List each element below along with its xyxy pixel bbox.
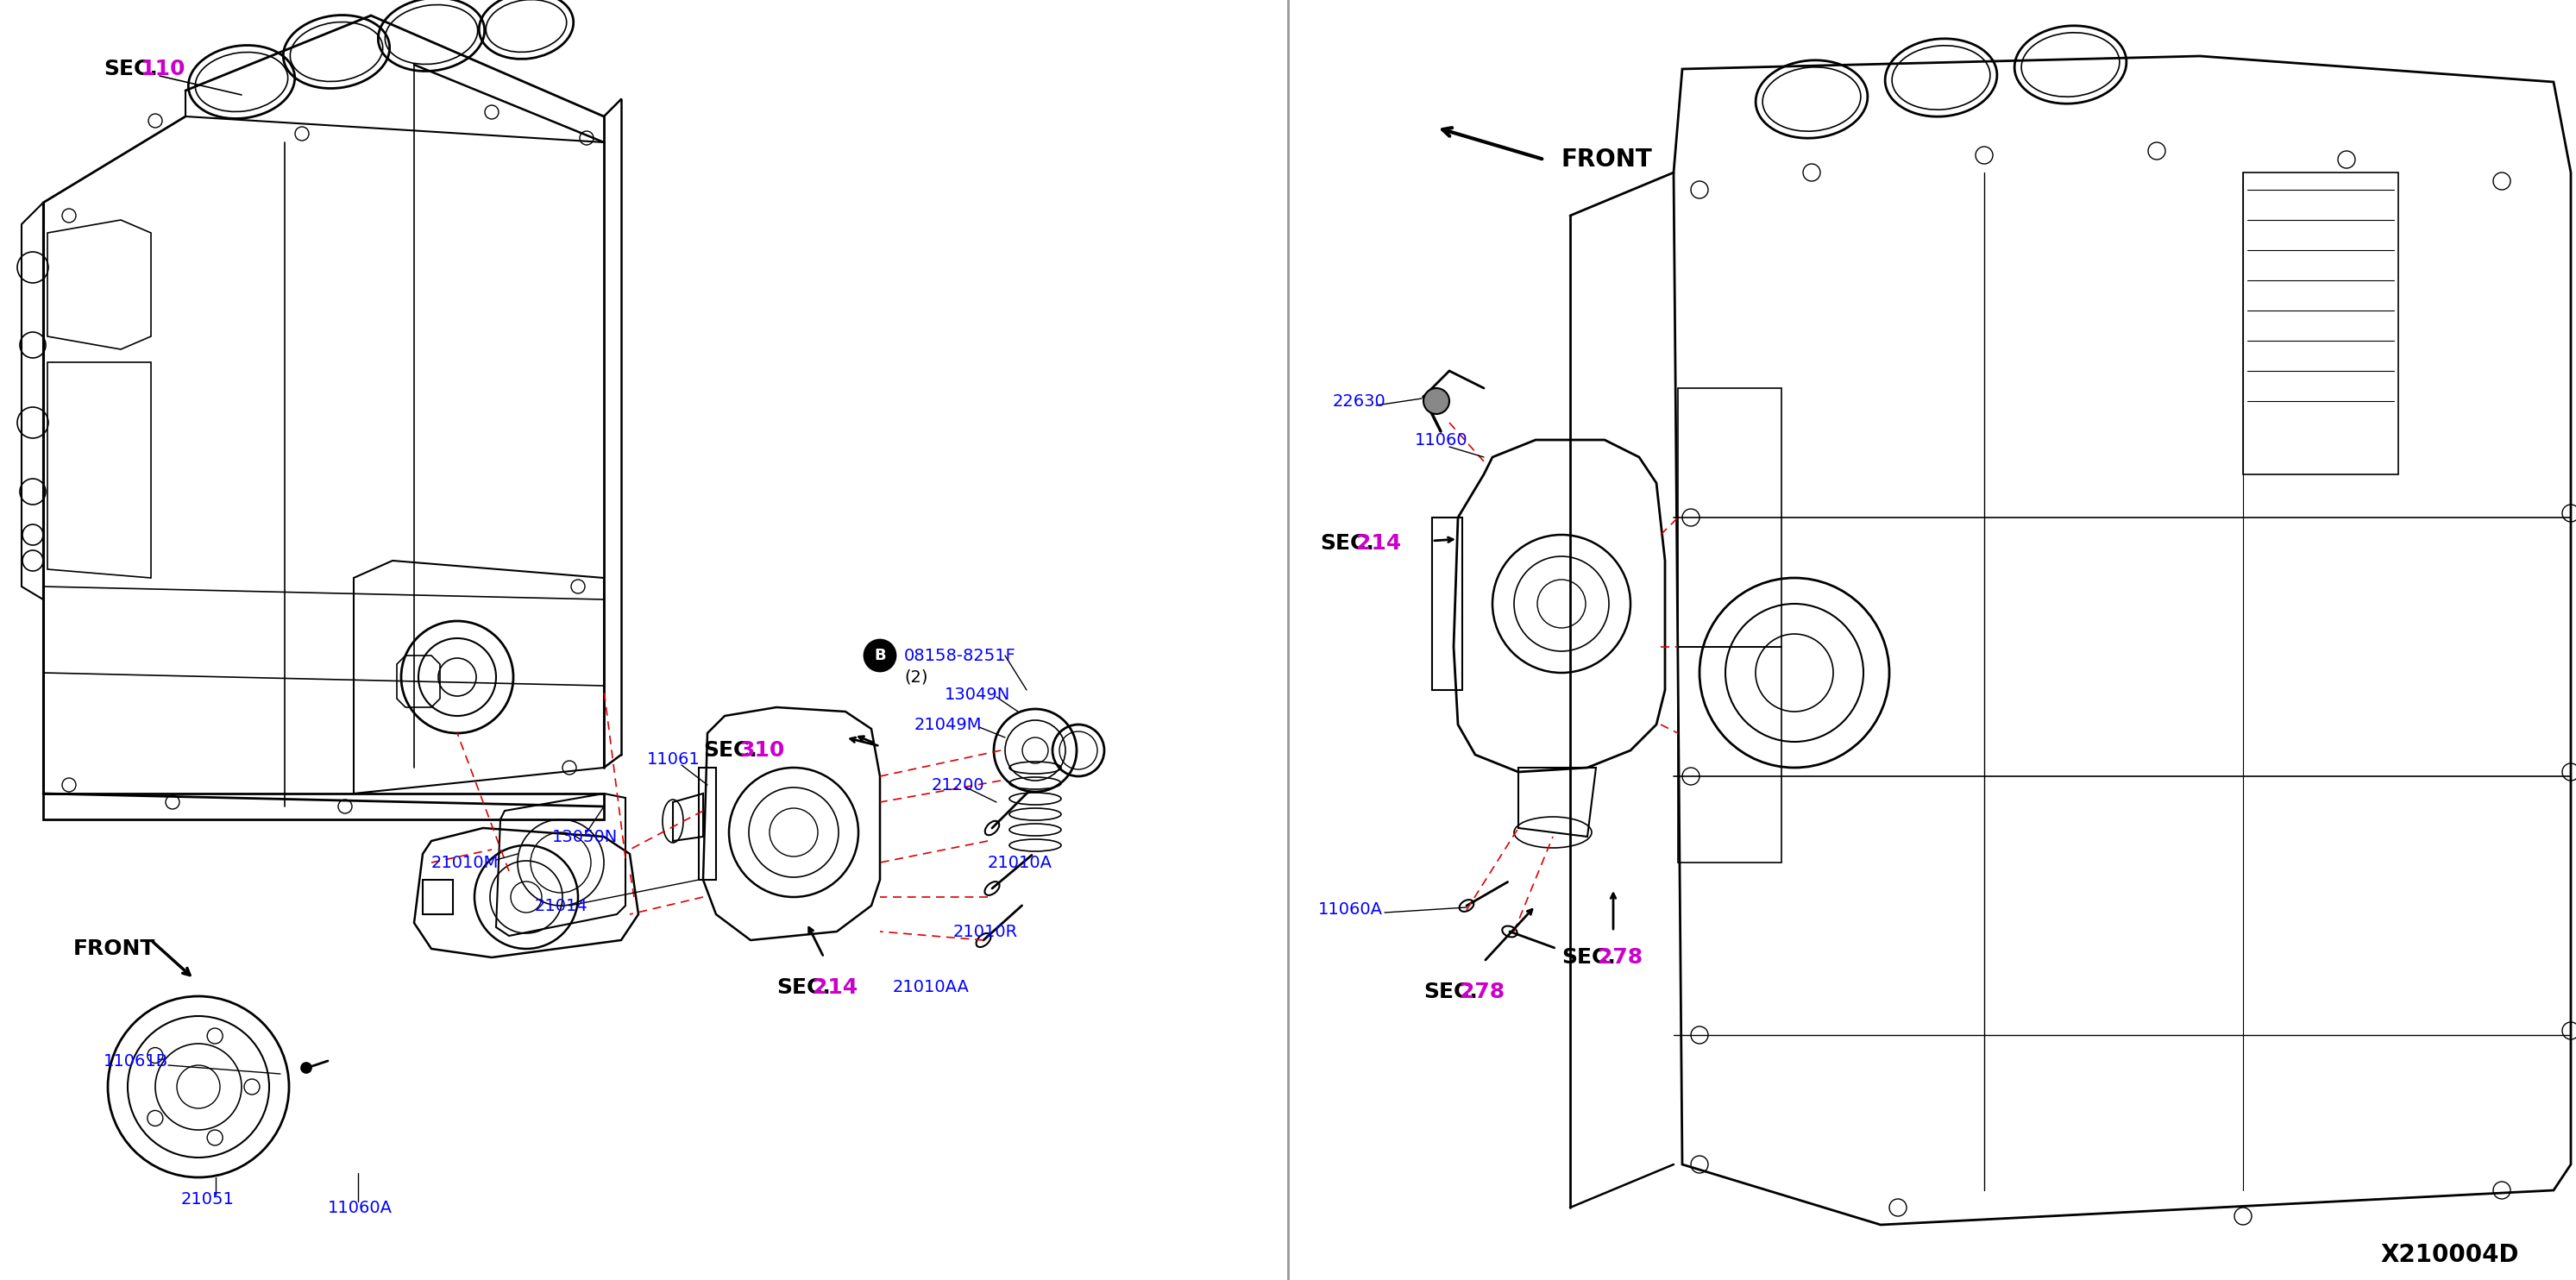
- Text: SEC.: SEC.: [775, 977, 829, 998]
- Text: SEC.: SEC.: [1425, 982, 1479, 1002]
- Text: 21200: 21200: [933, 777, 984, 794]
- Text: 21051: 21051: [180, 1190, 234, 1207]
- Text: 11061: 11061: [647, 751, 701, 767]
- Text: 21010A: 21010A: [987, 854, 1054, 870]
- Text: SEC.: SEC.: [1561, 947, 1615, 968]
- Bar: [2244, 173, 2398, 475]
- Bar: [44, 794, 603, 819]
- Text: 21049M: 21049M: [914, 717, 981, 732]
- Bar: [1677, 646, 1783, 863]
- Text: B: B: [873, 648, 886, 663]
- Text: 11060: 11060: [1414, 431, 1468, 448]
- Text: SEC.: SEC.: [1319, 532, 1373, 554]
- Text: 278: 278: [1597, 947, 1643, 968]
- Text: 21010M: 21010M: [430, 854, 500, 870]
- Text: SEC.: SEC.: [103, 59, 157, 79]
- Circle shape: [1425, 388, 1450, 413]
- Text: 22630: 22630: [1332, 393, 1386, 410]
- Text: 13050N: 13050N: [551, 828, 618, 845]
- Text: 21010AA: 21010AA: [894, 979, 969, 996]
- Text: 310: 310: [739, 740, 786, 760]
- Circle shape: [866, 640, 896, 671]
- Bar: [698, 768, 716, 879]
- Text: 11061B: 11061B: [103, 1052, 167, 1069]
- Text: 214: 214: [1355, 532, 1401, 554]
- Text: 11060A: 11060A: [1319, 902, 1383, 918]
- Bar: [1432, 517, 1463, 690]
- Text: 110: 110: [139, 59, 185, 79]
- Text: (2): (2): [904, 669, 927, 685]
- Bar: [422, 879, 453, 914]
- Text: 13049N: 13049N: [945, 686, 1010, 703]
- Bar: [1677, 388, 1783, 646]
- Circle shape: [301, 1062, 312, 1073]
- Text: FRONT: FRONT: [1561, 147, 1654, 172]
- Text: 08158-8251F: 08158-8251F: [904, 648, 1015, 664]
- Text: 214: 214: [811, 977, 858, 998]
- Text: 21010R: 21010R: [953, 923, 1018, 940]
- Text: 278: 278: [1461, 982, 1504, 1002]
- Text: SEC.: SEC.: [703, 740, 757, 760]
- Text: FRONT: FRONT: [72, 938, 155, 959]
- Text: X210004D: X210004D: [2380, 1243, 2519, 1267]
- Text: 11060A: 11060A: [327, 1199, 392, 1216]
- Text: 21014: 21014: [536, 897, 587, 914]
